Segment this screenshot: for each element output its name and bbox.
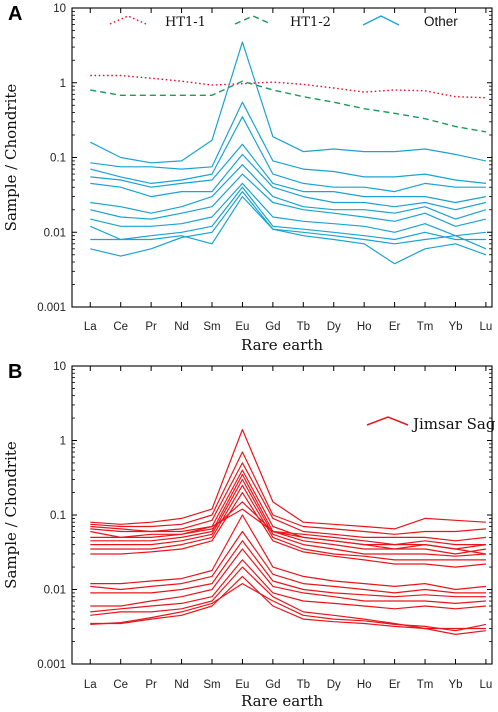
series-line-6	[90, 153, 487, 211]
x-tick-label: Nd	[174, 321, 189, 333]
legend-label: Jimsar Sag	[411, 415, 496, 433]
chart-panel-a: A 0.001 0.01 0.1 1 10 La Ce Pr Nd Sm Eu Gd Tb Dy Ho Er Tm…	[2, 3, 493, 354]
series-line-12	[90, 191, 487, 257]
x-tick-label: Ho	[357, 321, 372, 333]
legend-swatch-1	[234, 15, 272, 25]
series-line-17	[90, 582, 487, 632]
y-axis-label: Sample / Chondrite	[2, 441, 20, 589]
series-line-12	[90, 540, 486, 598]
x-axis-label: Rare earth	[241, 336, 323, 354]
series-line-0	[90, 74, 486, 99]
series-line-3	[90, 101, 486, 184]
x-tick-label: Lu	[480, 321, 493, 333]
series-line-0	[90, 429, 486, 530]
x-tick-label: Er	[389, 679, 401, 691]
x-tick-label: Lu	[480, 679, 493, 691]
series-line-7	[90, 164, 487, 220]
series-line-9	[90, 508, 486, 546]
series-line-11	[90, 196, 487, 265]
x-tick-label: Tm	[417, 679, 434, 691]
x-tick-label: Gd	[265, 321, 280, 333]
series-line-9	[90, 182, 486, 237]
x-tick-label: Nd	[174, 679, 189, 691]
series-line-6	[90, 484, 486, 561]
legend-label: HT1-2	[290, 15, 331, 30]
series-line-5	[90, 478, 486, 557]
y-tick-label: 10	[53, 3, 66, 15]
legend-swatch-2	[362, 15, 400, 26]
series-line-8	[90, 501, 486, 555]
series-line-4	[90, 473, 486, 555]
x-tick-label: Tb	[297, 679, 310, 691]
y-axis-label: Sample / Chondrite	[2, 84, 20, 232]
legend-label: Other	[424, 14, 458, 29]
plot-frame	[71, 365, 493, 665]
series-line-8	[90, 173, 487, 227]
x-tick-label: Ce	[113, 679, 128, 691]
x-tick-label: Eu	[235, 321, 249, 333]
x-tick-label: Ce	[113, 321, 128, 333]
x-axis-label: Rare earth	[241, 692, 323, 710]
y-tick-label: 0.001	[37, 659, 66, 671]
legend-label: HT1-1	[165, 15, 206, 30]
chart-panel-b: B 0.001 0.01 0.1 1 10 La Ce Pr Nd Sm Eu Gd Tb Dy Ho Er Tm…	[2, 361, 496, 710]
x-tick-label: Ho	[357, 679, 372, 691]
x-tick-label: Er	[389, 321, 401, 333]
y-tick-label: 0.1	[50, 510, 66, 522]
series-line-5	[90, 143, 487, 204]
legend-swatch-0	[109, 15, 147, 25]
series-line-11	[90, 530, 486, 594]
series-line-7	[90, 492, 486, 568]
legend: Jimsar Sag	[366, 415, 496, 433]
x-tick-label: Tb	[297, 321, 310, 333]
series-line-10	[90, 186, 486, 241]
x-tick-label: Dy	[327, 679, 341, 691]
x-tick-label: Sm	[203, 679, 220, 691]
y-tick-label: 0.001	[37, 302, 66, 314]
series-line-1	[90, 80, 487, 133]
x-tick-label: La	[84, 679, 97, 691]
series-line-16	[90, 575, 486, 636]
x-tick-label: Tm	[417, 321, 434, 333]
series-line-10	[90, 514, 486, 591]
x-tick-label: Yb	[448, 321, 462, 333]
y-tick-label: 0.1	[50, 153, 66, 165]
x-tick-label: Eu	[235, 679, 249, 691]
x-tick-label: La	[84, 321, 97, 333]
y-tick-label: 0.01	[44, 585, 66, 597]
panel-letter: B	[8, 361, 22, 383]
series-line-2	[90, 462, 486, 542]
series-line-3	[90, 469, 486, 550]
x-tick-label: Yb	[448, 679, 462, 691]
series-line-1	[90, 451, 486, 535]
series-line-14	[90, 559, 486, 613]
x-tick-label: Pr	[145, 321, 157, 333]
series-line-4	[90, 116, 486, 193]
plot-frame	[71, 7, 493, 308]
y-tick-label: 1	[60, 78, 66, 90]
panel-letter: A	[8, 3, 22, 25]
legend: HT1-1 HT1-2 Other	[109, 14, 458, 30]
y-tick-label: 0.01	[44, 227, 66, 239]
y-tick-label: 1	[60, 436, 66, 448]
y-tick-label: 10	[53, 361, 66, 373]
series-line-2	[90, 41, 487, 164]
legend-swatch-0	[366, 416, 409, 426]
x-tick-label: Pr	[145, 679, 157, 691]
x-tick-label: Dy	[327, 321, 341, 333]
x-tick-label: Gd	[265, 679, 280, 691]
x-tick-label: Sm	[203, 321, 220, 333]
series-line-13	[90, 548, 486, 607]
